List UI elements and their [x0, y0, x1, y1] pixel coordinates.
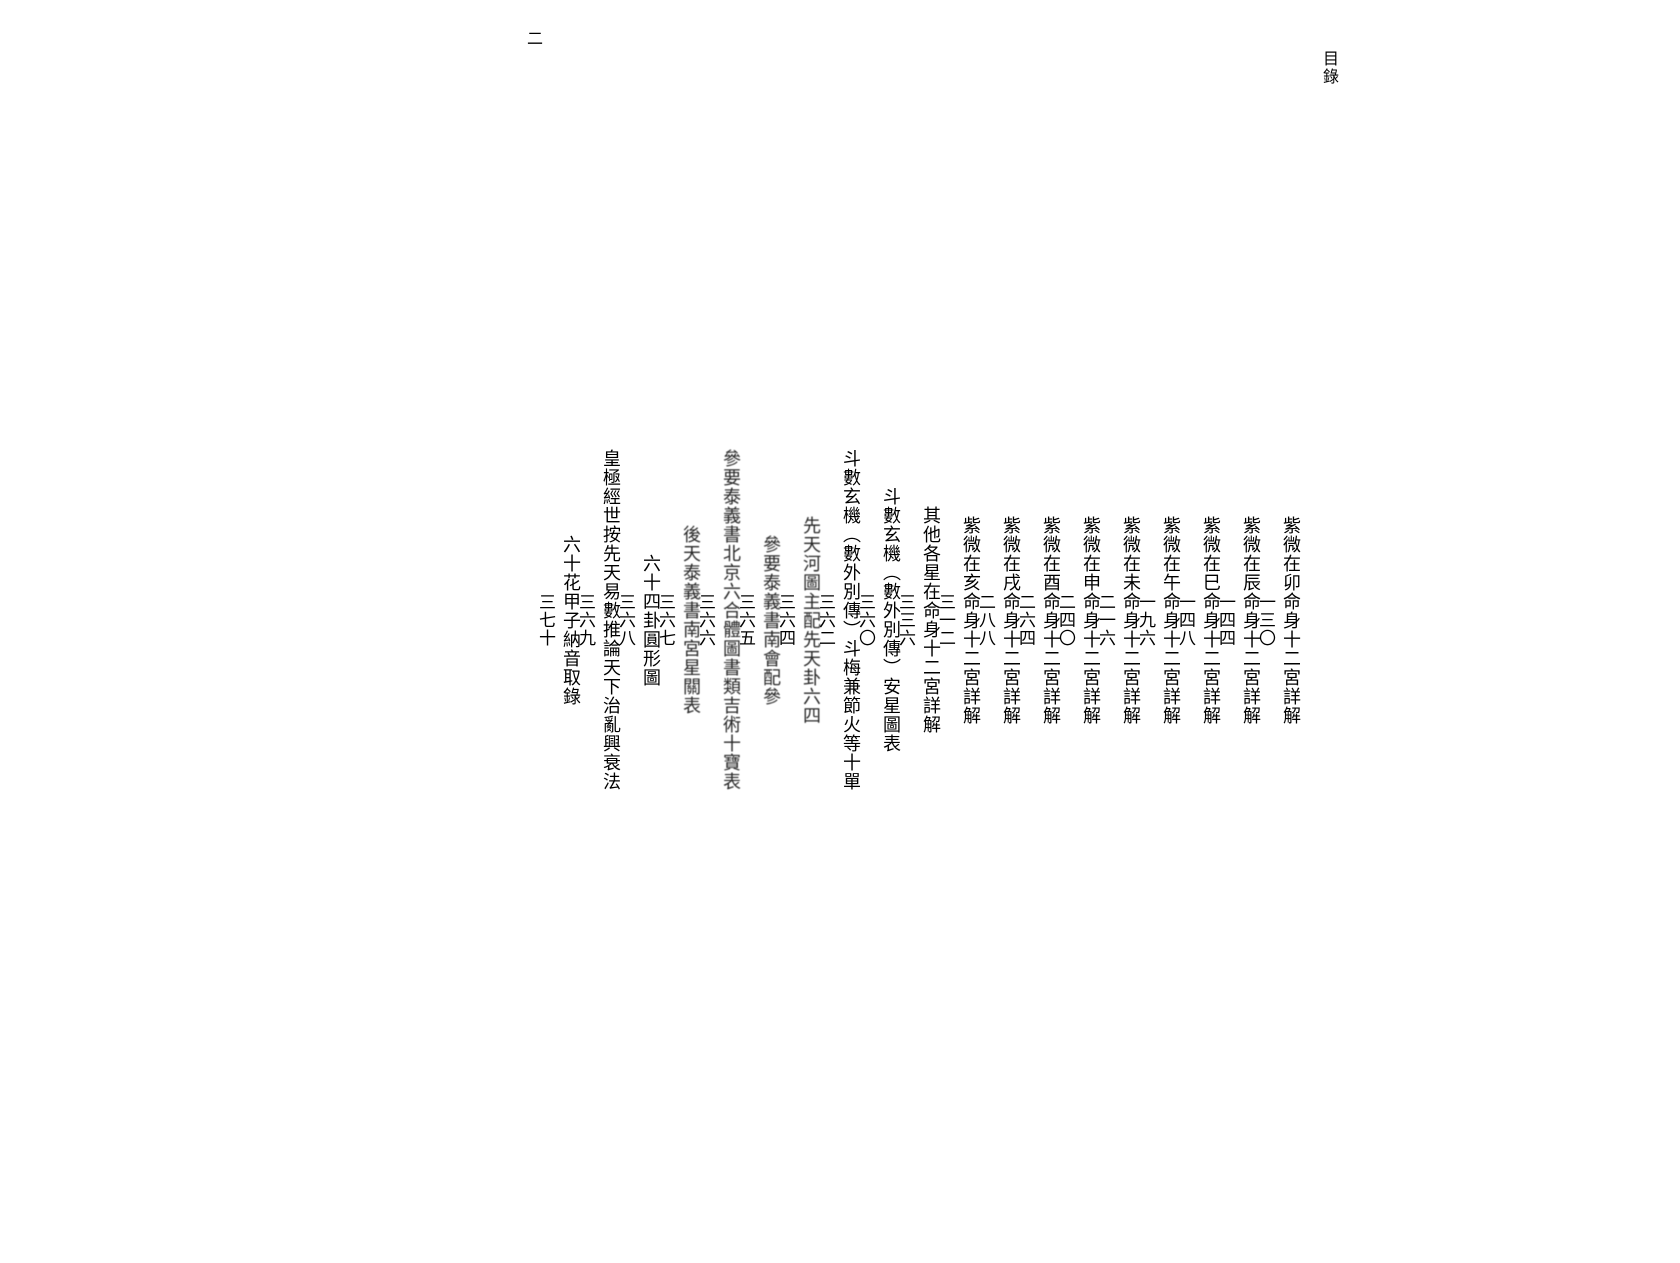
- toc-page: 一九六: [1133, 593, 1158, 647]
- page-number: 二: [520, 30, 544, 990]
- toc-page: 三六九: [573, 593, 598, 647]
- toc-title: 參要泰義書南會配參: [758, 535, 784, 706]
- toc-title: 紫微在卯命身十二宮詳解: [1278, 516, 1304, 725]
- toc-page: 三六八: [613, 593, 638, 647]
- toc-entry: 先天河圖主配先天卦六四 三六四: [796, 30, 824, 1210]
- toc-page: 一四八: [1173, 593, 1198, 647]
- toc-header: 目錄: [1316, 30, 1340, 1230]
- toc-entry: 參要泰義書南會配參 三六五: [756, 30, 784, 1210]
- toc-page: 一四四: [1213, 593, 1238, 647]
- toc-entry: 參要泰義書北京六合體圖書類吉術十寶表 三六六: [716, 30, 744, 1210]
- toc-page: 三一二: [933, 593, 958, 647]
- toc-page: 三七十: [533, 593, 558, 647]
- toc-page: 二一六: [1093, 593, 1118, 647]
- toc-page: 一三〇: [1253, 593, 1278, 647]
- toc-page: 二六四: [1013, 593, 1038, 647]
- toc-title: 後天泰義書南宮星關表: [678, 525, 704, 715]
- toc-page: 目錄 紫微在卯命身十二宮詳解 一三〇 紫微在辰命身十二宮詳解 一四四 紫微在巳命…: [540, 30, 1340, 1230]
- toc-page: 三六〇: [853, 593, 878, 647]
- toc-title: 參要泰義書北京六合體圖書類吉術十寶表: [718, 449, 744, 791]
- toc-entry: 紫微在卯命身十二宮詳解 一三〇: [1276, 30, 1304, 1210]
- toc-page: 三三六: [893, 593, 918, 647]
- toc-page: 二四〇: [1053, 593, 1078, 647]
- toc-page: 二八八: [973, 593, 998, 647]
- header-label: 目錄: [1320, 50, 1337, 86]
- toc-entry: 後天泰義書南宮星關表 三六七: [676, 30, 704, 1210]
- toc-title: 先天河圖主配先天卦六四: [798, 516, 824, 725]
- toc-page: 三六七: [653, 593, 678, 647]
